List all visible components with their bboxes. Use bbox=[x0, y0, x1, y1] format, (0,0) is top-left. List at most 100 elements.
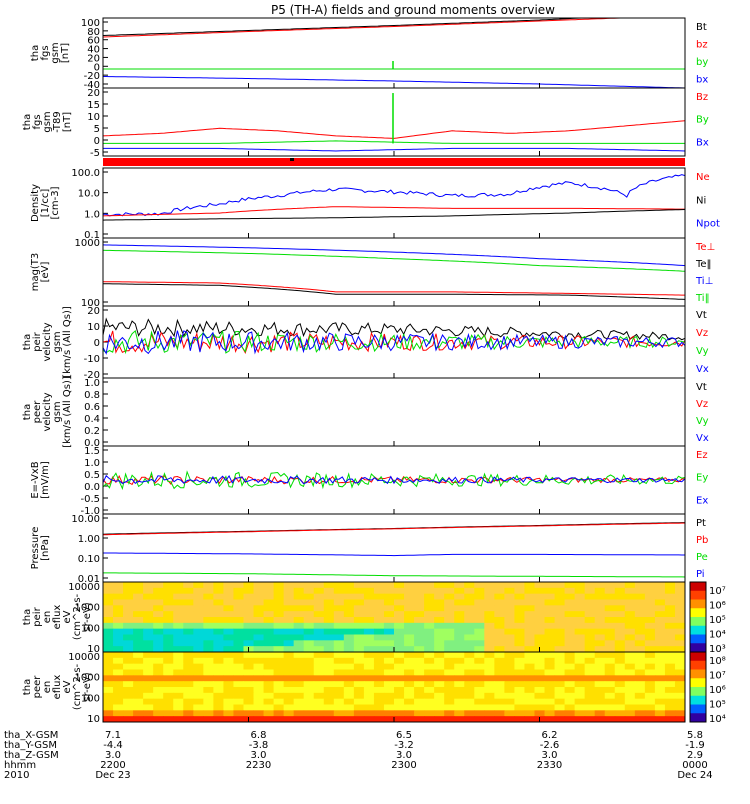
heatmap-cell bbox=[394, 675, 405, 682]
heatmap-cell bbox=[594, 657, 606, 665]
heatmap-cell bbox=[273, 640, 285, 647]
heatmap-cell bbox=[303, 652, 315, 659]
heatmap-cell bbox=[233, 640, 244, 647]
heatmap-cell bbox=[153, 634, 164, 641]
heatmap-cell bbox=[664, 675, 676, 682]
colorbar-tick-label: 10⁷ bbox=[709, 586, 726, 597]
heatmap-cell bbox=[424, 657, 435, 665]
colorbar-tick-label: 10⁶ bbox=[709, 685, 726, 696]
heatmap-cell bbox=[404, 622, 415, 630]
heatmap-cell bbox=[173, 640, 184, 647]
heatmap-cell bbox=[343, 628, 355, 635]
heatmap-cell bbox=[444, 710, 455, 717]
heatmap-cell bbox=[634, 617, 646, 624]
y-tick-label: 5 bbox=[94, 124, 100, 135]
heatmap-cell bbox=[123, 710, 134, 717]
heatmap-cell bbox=[504, 587, 515, 595]
heatmap-cell bbox=[474, 669, 485, 676]
heatmap-cell bbox=[644, 687, 656, 694]
heatmap-cell bbox=[524, 716, 535, 723]
colorbar-segment bbox=[690, 669, 706, 679]
heatmap-cell bbox=[103, 640, 114, 647]
heatmap-cell bbox=[574, 716, 586, 723]
heatmap-cell bbox=[353, 681, 365, 688]
heatmap-cell bbox=[253, 716, 265, 723]
heatmap-cell bbox=[644, 698, 656, 705]
heatmap-cell bbox=[383, 704, 395, 711]
heatmap-cell bbox=[624, 617, 636, 624]
heatmap-cell bbox=[363, 692, 375, 700]
heatmap-cell bbox=[233, 622, 244, 630]
heatmap-cell bbox=[484, 605, 495, 612]
heatmap-cell bbox=[424, 640, 435, 647]
heatmap-cell bbox=[434, 669, 445, 676]
heatmap-cell bbox=[143, 587, 154, 595]
heatmap-cell bbox=[524, 634, 535, 641]
heatmap-cell bbox=[624, 681, 636, 688]
heatmap-cell bbox=[193, 646, 204, 653]
heatmap-cell bbox=[534, 611, 546, 618]
heatmap-cell bbox=[253, 587, 265, 595]
heatmap-cell bbox=[263, 687, 275, 694]
panel-frame bbox=[102, 87, 686, 157]
heatmap-cell bbox=[414, 611, 425, 618]
heatmap-cell bbox=[564, 687, 576, 694]
heatmap-cell bbox=[484, 617, 495, 624]
heatmap-cell bbox=[544, 716, 556, 723]
heatmap-cell bbox=[424, 599, 435, 606]
heatmap-cell bbox=[163, 646, 174, 653]
ylabel-line: tha bbox=[22, 334, 33, 350]
heatmap-cell bbox=[634, 669, 646, 676]
heatmap-cell bbox=[494, 675, 505, 682]
ylabel-line: [km/s (All Qs)] bbox=[62, 376, 73, 448]
heatmap-cell bbox=[504, 716, 515, 723]
heatmap-cell bbox=[113, 687, 124, 694]
ylabel-line: eV bbox=[62, 680, 73, 693]
heatmap-cell bbox=[373, 716, 385, 723]
heatmap-cell bbox=[394, 687, 405, 694]
heatmap-cell bbox=[383, 640, 395, 647]
heatmap-cell bbox=[644, 704, 656, 711]
heatmap-cell bbox=[383, 622, 395, 630]
heatmap-cell bbox=[624, 657, 636, 665]
heatmap-cell bbox=[574, 692, 586, 700]
heatmap-cell bbox=[323, 593, 335, 600]
heatmap-cell bbox=[634, 657, 646, 665]
heatmap-cell bbox=[193, 611, 204, 618]
heatmap-cell bbox=[383, 628, 395, 635]
heatmap-cell bbox=[394, 681, 405, 688]
heatmap-cell bbox=[103, 587, 114, 595]
heatmap-cell bbox=[634, 628, 646, 635]
heatmap-cell bbox=[614, 646, 626, 653]
heatmap-cell bbox=[484, 587, 495, 595]
heatmap-cell bbox=[313, 704, 325, 711]
heatmap-cell bbox=[243, 657, 255, 665]
heatmap-cell bbox=[133, 675, 144, 682]
heatmap-cell bbox=[293, 611, 305, 618]
heatmap-cell bbox=[323, 675, 335, 682]
heatmap-cell bbox=[394, 692, 405, 700]
heatmap-cell bbox=[644, 640, 656, 647]
ylabel-line: sr-eV) bbox=[82, 672, 93, 701]
heatmap-cell bbox=[243, 669, 255, 676]
heatmap-cell bbox=[394, 663, 405, 670]
heatmap-cell bbox=[474, 652, 485, 659]
heatmap-cell bbox=[444, 622, 455, 630]
y-tick-label: 0.5 bbox=[84, 470, 100, 481]
heatmap-cell bbox=[273, 657, 285, 665]
heatmap-cell bbox=[504, 622, 515, 630]
heatmap-cell bbox=[624, 663, 636, 670]
heatmap-cell bbox=[664, 587, 676, 595]
heatmap-cell bbox=[133, 640, 144, 647]
heatmap-cell bbox=[594, 698, 606, 705]
heatmap-cell bbox=[173, 692, 184, 700]
heatmap-cell bbox=[674, 622, 686, 630]
heatmap-cell bbox=[534, 675, 546, 682]
heatmap-cell bbox=[123, 640, 134, 647]
y-tick-label: 1.5 bbox=[84, 446, 100, 457]
heatmap-cell bbox=[143, 710, 154, 717]
heatmap-cell bbox=[233, 593, 244, 600]
heatmap-cell bbox=[353, 663, 365, 670]
heatmap-cell bbox=[283, 716, 295, 723]
heatmap-cell bbox=[454, 681, 465, 688]
